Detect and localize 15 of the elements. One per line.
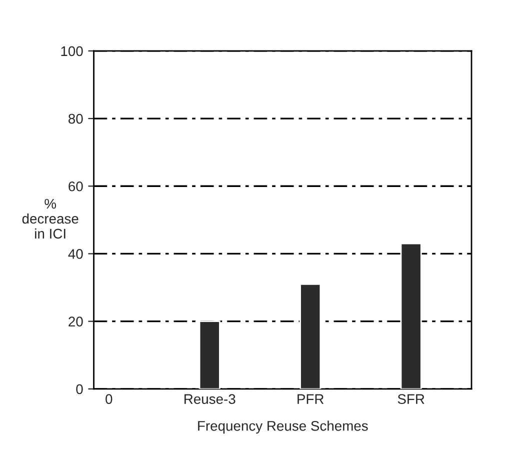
y-tick-label: 40 [68, 249, 83, 259]
x-axis-title: Frequency Reuse Schemes [198, 420, 368, 434]
x-tick-label: SFR [398, 394, 424, 404]
bar [198, 320, 220, 389]
x-tick-label: 0 [106, 394, 112, 404]
y-tick-label: 80 [68, 114, 83, 124]
bar [300, 283, 322, 389]
y-tick-label: 100 [61, 46, 83, 56]
bar [400, 242, 422, 389]
x-tick-label: Reuse-3 [184, 394, 236, 404]
y-axis-title: % decrease in ICI [22, 198, 78, 239]
x-tick-label: PFR [298, 394, 324, 404]
y-tick-label: 60 [68, 181, 83, 192]
y-tick-label: 20 [68, 316, 83, 326]
y-tick-label: 0 [76, 384, 83, 394]
